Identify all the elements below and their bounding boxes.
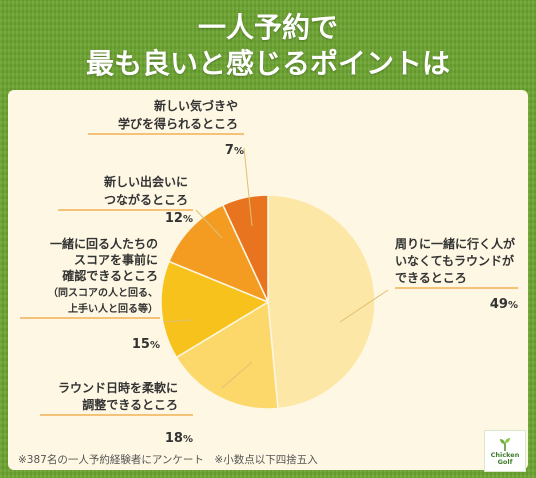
- slice-value-1: 49%: [490, 297, 518, 312]
- chart-title: 一人予約で 最も良いと感じるポイントは: [0, 10, 536, 82]
- footnote: ※387名の一人予約経験者にアンケート ※小数点以下四捨五入: [18, 454, 318, 466]
- pie-slice-4: [168, 203, 270, 304]
- slice-label-3-line-4: （同スコアの人と回る、: [48, 286, 158, 299]
- logo-text-top: Chicken: [490, 451, 520, 459]
- title-line-2: 最も良いと感じるポイントは: [85, 47, 450, 80]
- slice-value-3: 15%: [132, 337, 160, 352]
- slice-label-1-line-2: いなくてもラウンドが: [395, 253, 514, 268]
- slice-value-5: 7%: [225, 143, 244, 158]
- sprout-icon: [500, 438, 510, 451]
- pie-slice-1: [267, 194, 376, 410]
- pie-slice-2: [175, 300, 279, 410]
- slice-label-5-line-1: 新しい気づきや: [154, 98, 238, 113]
- chicken-golf-logo: Chicken Golf: [484, 430, 526, 472]
- slice-label-2-line-1: ラウンド日時を柔軟に: [58, 380, 178, 395]
- slice-label-5-line-2: 学びを得られるところ: [118, 116, 238, 131]
- slice-label-4-line-2: つながるところ: [104, 192, 188, 207]
- slice-value-4: 12%: [165, 211, 193, 226]
- pie-slice-3: [160, 260, 270, 359]
- logo-text-bottom: Golf: [497, 458, 513, 466]
- slice-label-3-line-5: 上手い人と回る等）: [68, 302, 158, 315]
- leader-line-4: [195, 209, 223, 239]
- slice-label-3-line-2: スコアを事前に: [74, 252, 158, 267]
- slice-label-1-line-3: できるところ: [395, 271, 467, 285]
- leader-line-3: [162, 319, 193, 323]
- leader-line-2: [221, 361, 253, 389]
- slice-label-2-line-2: 調整できるところ: [82, 397, 178, 412]
- pie-slice-5: [221, 194, 269, 303]
- leader-line-5: [243, 147, 253, 227]
- slice-value-2: 18%: [165, 431, 193, 446]
- slice-label-1-line-1: 周りに一緒に行く人が: [395, 236, 515, 251]
- slice-label-3-line-1: 一緒に回る人たちの: [50, 236, 158, 251]
- slice-label-4-line-1: 新しい出会いに: [104, 174, 188, 189]
- title-line-1: 一人予約で: [197, 11, 338, 44]
- slice-label-3-line-3: 確認できるところ: [62, 268, 158, 283]
- leader-line-1: [339, 289, 389, 323]
